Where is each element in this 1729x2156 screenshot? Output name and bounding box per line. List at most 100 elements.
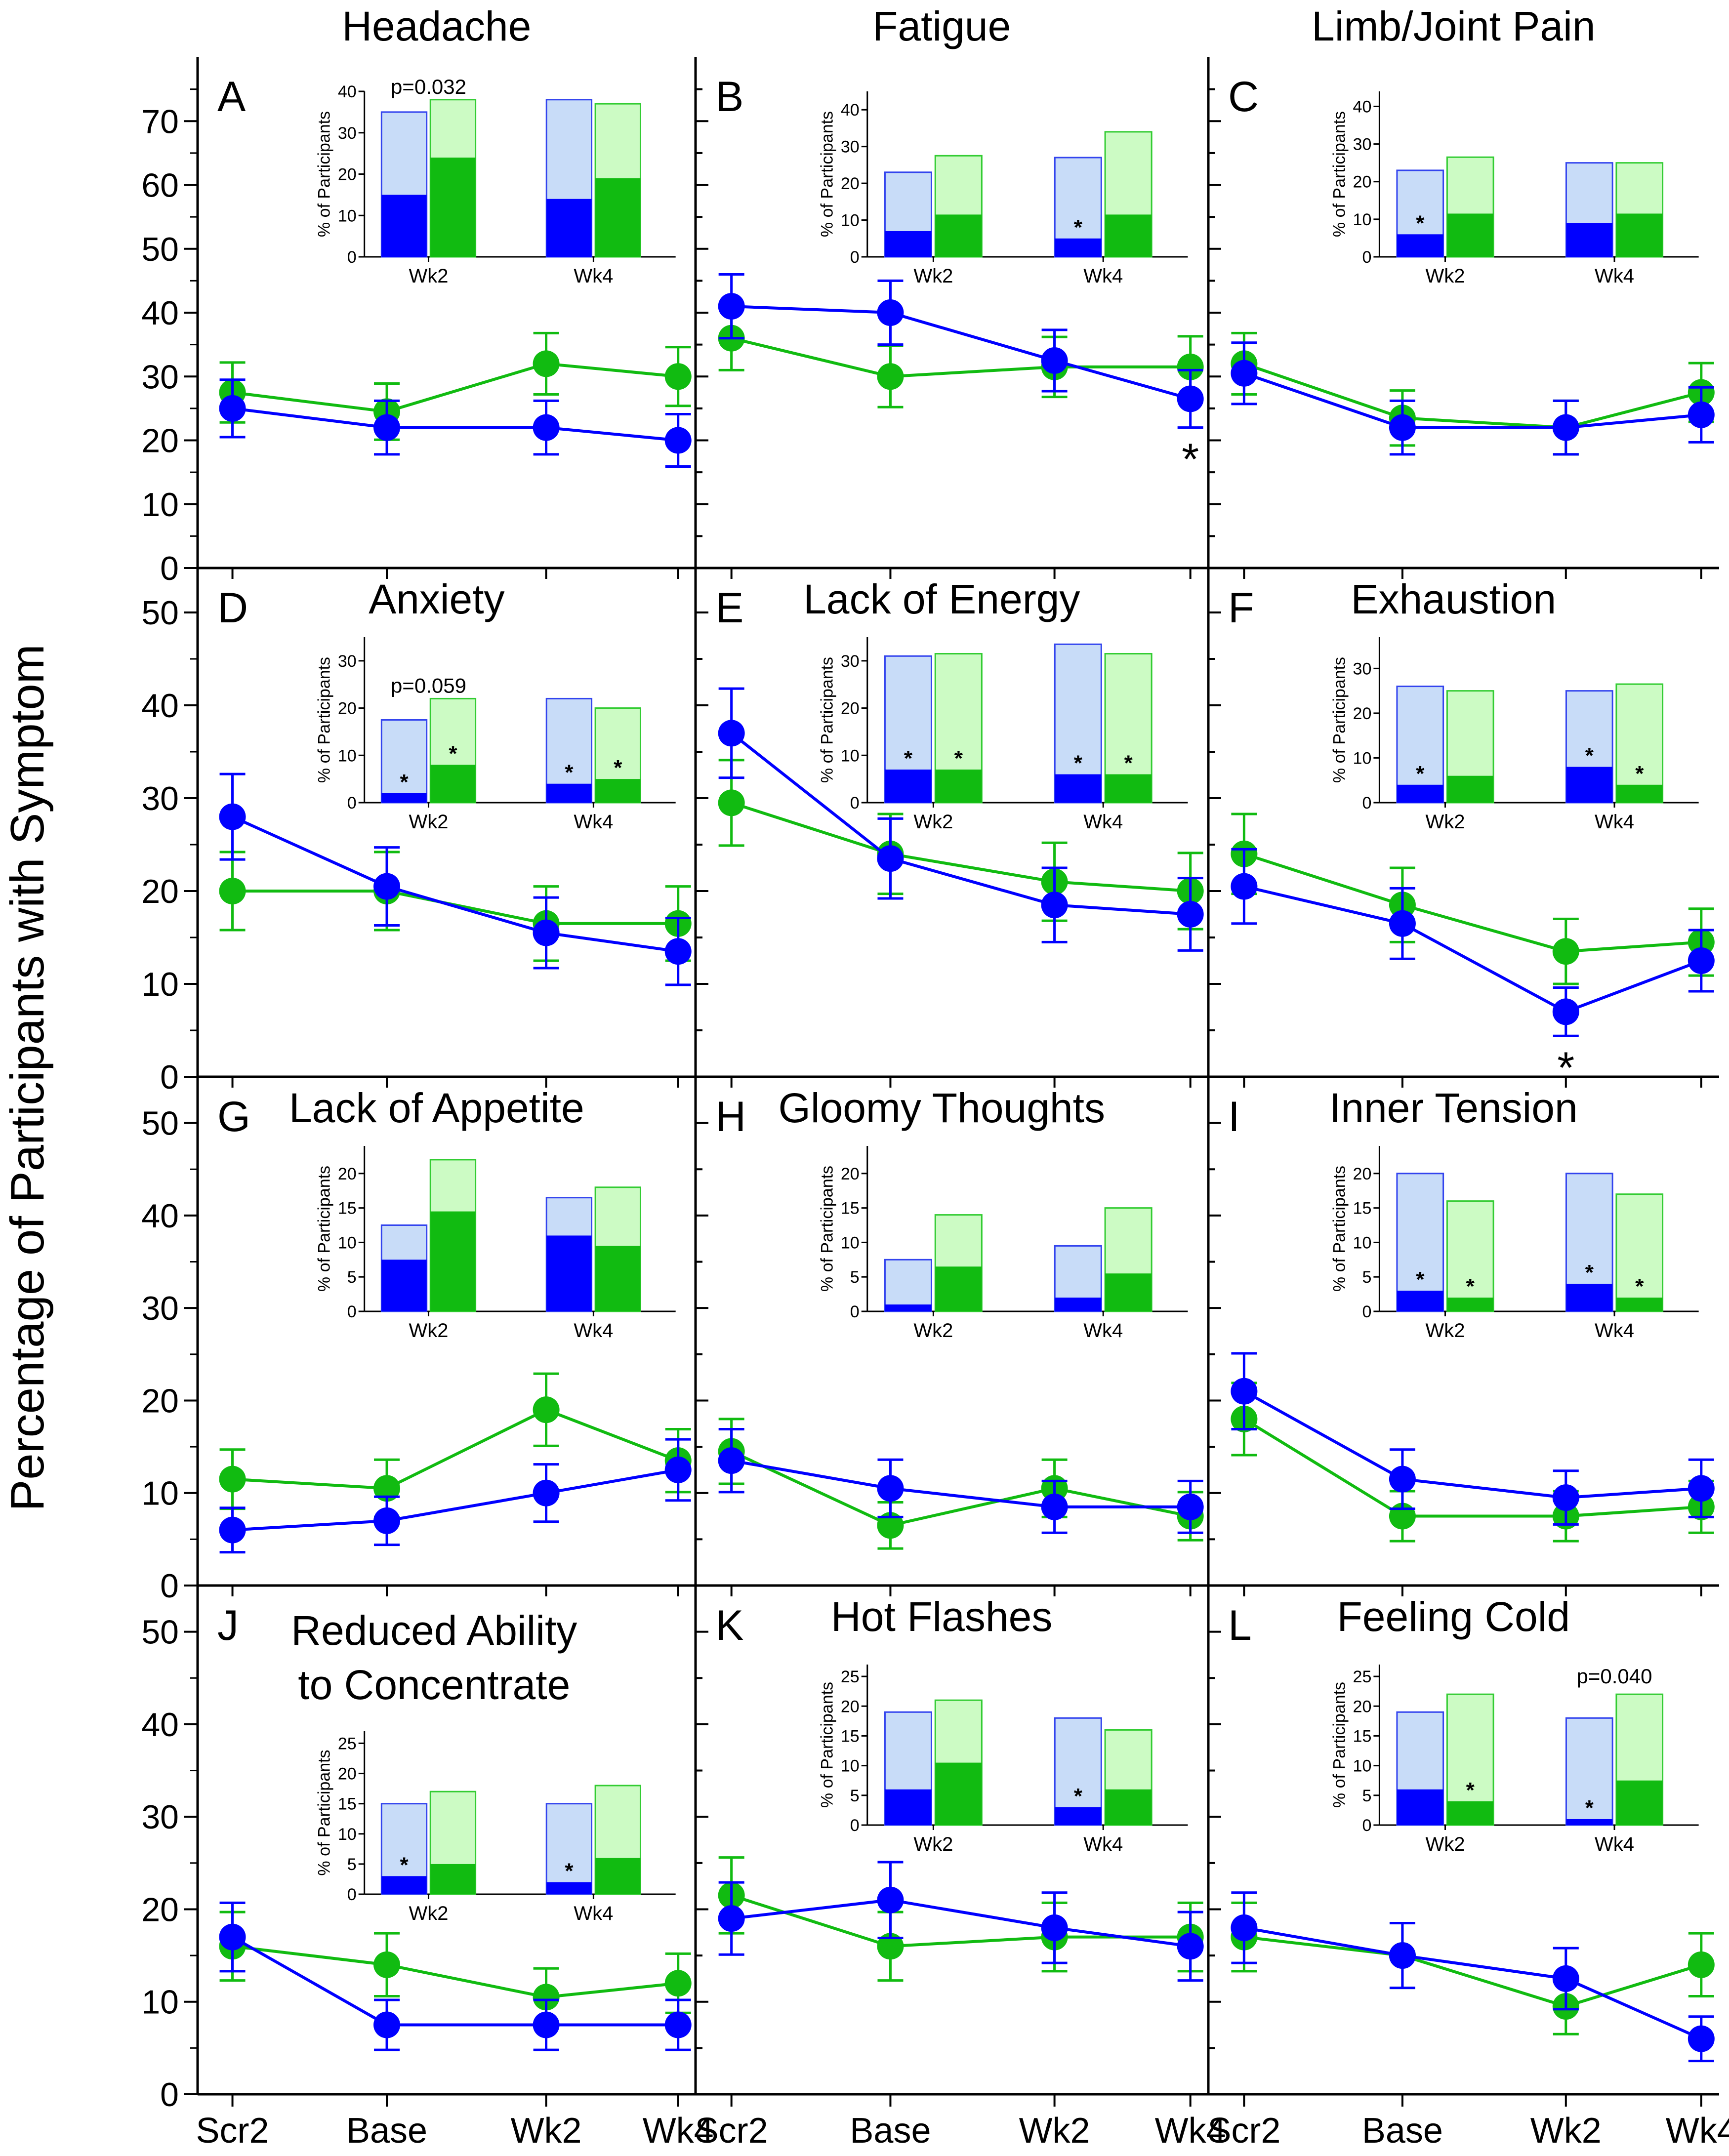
blue-data-point xyxy=(1231,1378,1258,1405)
y-tick-label: 20 xyxy=(141,1891,179,1928)
blue-series-line xyxy=(1243,371,1702,429)
green-data-point xyxy=(877,1512,904,1539)
inset-bar-blue-part xyxy=(1055,1298,1102,1311)
inset-y-tick-label: 0 xyxy=(1362,248,1371,267)
blue-data-point xyxy=(718,720,745,747)
inset-y-tick-label: 10 xyxy=(841,1757,860,1776)
inset-bar-blue-part xyxy=(1397,784,1443,803)
blue-data-point xyxy=(219,803,246,830)
inset-bar-green-total xyxy=(1615,1193,1664,1312)
inset-y-tick-label: 20 xyxy=(1353,1697,1372,1716)
green-series-line xyxy=(1243,362,1702,429)
inset-bar-blue-part xyxy=(381,1260,427,1311)
inset-y-axis-label: % of Participants xyxy=(315,1166,334,1292)
blue-data-point xyxy=(1177,1493,1204,1520)
inset-y-tick-label: 20 xyxy=(1353,704,1372,723)
panel-title: Exhaustion xyxy=(1351,576,1557,622)
green-data-point xyxy=(533,1396,560,1424)
inset-y-tick-label: 40 xyxy=(338,82,357,101)
blue-data-point xyxy=(533,2011,560,2038)
panel-letter: J xyxy=(217,1602,239,1649)
inset-bar-blue-part xyxy=(1397,1789,1443,1825)
green-data-point xyxy=(877,1933,904,1960)
inset-bar-blue-total xyxy=(884,1259,932,1312)
y-tick-label: 40 xyxy=(141,1197,179,1235)
blue-series-line xyxy=(232,815,679,953)
inset-x-tick-label: Wk4 xyxy=(574,1903,613,1924)
panel-letter: C xyxy=(1228,73,1259,121)
green-series-line xyxy=(1243,852,1702,953)
blue-data-point xyxy=(1231,360,1258,387)
inset-x-tick-label: Wk4 xyxy=(1595,1320,1634,1342)
y-tick-label: 0 xyxy=(160,550,179,587)
inset-y-tick-label: 10 xyxy=(841,746,860,765)
inset-bar-green-part xyxy=(595,1858,641,1894)
green-data-point xyxy=(1552,938,1579,965)
blue-data-point xyxy=(1041,347,1068,374)
inset-bar-blue-part xyxy=(1055,1807,1102,1825)
inset-x-tick-label: Wk4 xyxy=(1595,265,1634,287)
x-tick-label: Scr2 xyxy=(695,2111,768,2151)
inset-significance-star: * xyxy=(565,761,574,785)
inset-bar-blue-total xyxy=(545,1803,593,1895)
figure-y-axis-label: Percentage of Participants with Symptom xyxy=(1,644,54,1511)
inset-y-tick-label: 25 xyxy=(338,1734,357,1753)
inset-bar-green-part xyxy=(1105,1789,1152,1825)
inset-significance-star: * xyxy=(1416,211,1425,235)
inset-bar-blue-part xyxy=(381,1876,427,1894)
inset-bar-green-part xyxy=(595,178,641,257)
inset-bar-blue-part xyxy=(381,793,427,803)
panel-h: Gloomy Thoughts H 0 5 10 15 20% of Participant… xyxy=(696,1085,1204,1596)
y-tick-label: 10 xyxy=(141,486,179,524)
inset-y-tick-label: 10 xyxy=(1353,1233,1372,1252)
inset-bar-green-part xyxy=(1447,213,1494,257)
x-tick-label: Scr2 xyxy=(196,2111,269,2151)
panel-title: Lack of Appetite xyxy=(289,1085,584,1131)
inset-significance-star: * xyxy=(904,746,913,771)
blue-data-point xyxy=(877,845,904,872)
inset-significance-star: * xyxy=(1124,751,1133,775)
panel-k: Hot Flashes K 0 5 10 15 20 25% of Participants W… xyxy=(696,1593,1204,2095)
x-tick-label: Wk4 xyxy=(643,2111,714,2151)
inset-bar-blue-total xyxy=(1565,1717,1613,1826)
inset-y-tick-label: 20 xyxy=(841,1697,860,1716)
inset-significance-star: * xyxy=(1416,762,1425,786)
inset-y-tick-label: 30 xyxy=(338,124,357,143)
blue-data-point xyxy=(373,873,401,900)
green-data-point xyxy=(664,363,692,390)
green-data-point xyxy=(533,1984,560,2011)
y-tick-label: 50 xyxy=(141,1614,179,1651)
panel-letter: K xyxy=(715,1602,743,1649)
inset-y-tick-label: 0 xyxy=(850,248,860,267)
blue-data-point xyxy=(1552,998,1579,1025)
inset-y-tick-label: 30 xyxy=(841,138,860,157)
inset-y-tick-label: 0 xyxy=(347,1302,357,1321)
green-data-point xyxy=(1688,1951,1715,1978)
inset-significance-star: * xyxy=(954,746,963,771)
x-tick-label: Base xyxy=(850,2111,931,2151)
blue-series-line xyxy=(731,1459,1191,1508)
blue-series-line xyxy=(1243,885,1702,1014)
blue-data-point xyxy=(664,938,692,965)
inset-x-tick-label: Wk2 xyxy=(1426,811,1465,833)
inset-bar-blue-part xyxy=(885,1304,932,1311)
panel-letter: H xyxy=(715,1093,746,1140)
inset-x-tick-label: Wk4 xyxy=(574,1320,613,1342)
inset-significance-star: * xyxy=(1074,215,1083,240)
inset-bar-blue-part xyxy=(546,199,592,257)
inset-x-tick-label: Wk4 xyxy=(1083,811,1123,833)
y-tick-label: 0 xyxy=(160,2076,179,2114)
y-tick-label: 10 xyxy=(141,1984,179,2021)
x-tick-label: Wk2 xyxy=(1530,2111,1602,2151)
x-tick-label: Base xyxy=(1362,2111,1443,2151)
green-series-line xyxy=(731,801,1191,893)
inset-y-axis-label: % of Participants xyxy=(1330,111,1349,237)
y-tick-label: 40 xyxy=(141,1706,179,1744)
inset-bar-green-part xyxy=(1616,1298,1663,1311)
y-tick-label: 20 xyxy=(141,1382,179,1420)
inset-bar-green-part xyxy=(1616,784,1663,803)
inset-y-axis-label: % of Participants xyxy=(315,1749,334,1875)
